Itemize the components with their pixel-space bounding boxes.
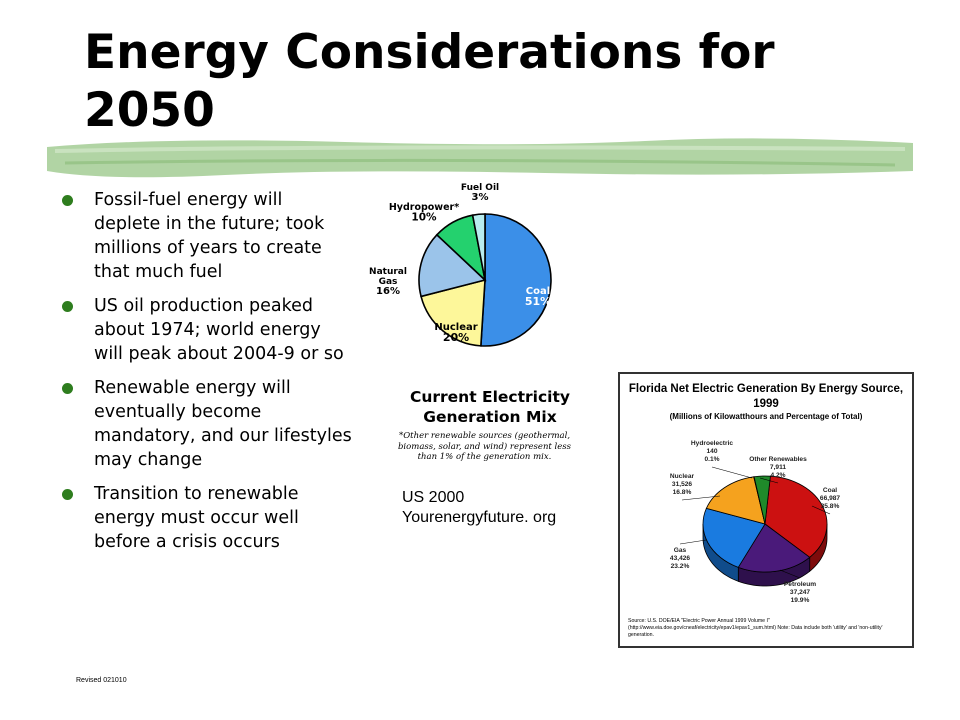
pie-slice-other-renewables (753, 475, 771, 525)
slice-percent-text: 19.9% (791, 597, 810, 604)
slice-amount-text: 140 (706, 448, 717, 455)
leader-line (679, 539, 707, 545)
pie-slice-gas (702, 507, 766, 568)
bullet-dot-icon (62, 195, 73, 206)
slice-amount-text: 7,911 (770, 464, 786, 471)
pie-value-text: 51% (525, 295, 551, 308)
slice-name-text: Hydroelectric (691, 440, 733, 447)
bullet-dot-icon (62, 301, 73, 312)
pie-value-text: 16% (376, 286, 400, 297)
us-pie-title: Current Electricity Generation Mix (409, 388, 571, 426)
pie-slice-nuclear (420, 278, 486, 347)
revision-stamp: Revised 021010 (76, 677, 127, 684)
leader-line (811, 505, 831, 515)
slice-percent-text: 4.2% (770, 472, 785, 479)
pie-slice-coal (764, 475, 828, 558)
brush-stroke-divider (47, 138, 913, 178)
pie-slice-petroleum (737, 523, 811, 573)
leader-line (759, 477, 779, 484)
bullet-text: US oil production peaked about 1974; wor… (94, 296, 344, 364)
leader-line (681, 495, 721, 501)
slice-amount-text: 66,987 (820, 495, 841, 502)
florida-chart-panel: Coal 66,987 35.8% Petroleum 37,247 19.9% Gas 43… (618, 372, 914, 648)
pie-label-text: Nuclear (434, 322, 477, 333)
slice-percent-text: 23.2% (671, 563, 690, 570)
leader-line (779, 569, 801, 579)
pie-label-text: Gas (379, 277, 398, 287)
bullet-text: Fossil-fuel energy will deplete in the f… (94, 190, 325, 282)
bullet-text: Renewable energy will eventually become … (94, 378, 352, 470)
slice-name-text: Other Renewables (749, 456, 807, 463)
florida-chart-subtitle: (Millions of Kilowatthours and Percentag… (669, 412, 863, 421)
slice-name-text: Nuclear (670, 473, 695, 480)
us-pie-note: *Other renewable sources (geothermal, bi… (397, 431, 572, 462)
slice-name-text: Petroleum (784, 581, 816, 588)
pie-label-hydropower: Hydropower*10% (389, 202, 459, 224)
pie-value-text: 3% (472, 192, 489, 203)
pie-value-text: 10% (411, 212, 437, 224)
slice-percent-text: 0.1% (704, 456, 719, 463)
slice-name-text: Gas (674, 547, 687, 554)
slice-amount-text: 37,247 (790, 589, 811, 596)
pie-slice-coal (480, 213, 552, 347)
florida-chart-source: Source: U.S. DOE/EIA "Electric Power Ann… (628, 618, 883, 638)
bullet-list: Fossil-fuel energy will deplete in the f… (62, 188, 352, 564)
slice-amount-text: 43,426 (670, 555, 691, 562)
slice-percent-text: 35.8% (821, 503, 840, 510)
us-source-caption: US 2000 Yourenergyfuture. org (402, 489, 557, 526)
bullet-dot-icon (62, 383, 73, 394)
bullet-item: Fossil-fuel energy will deplete in the f… (62, 188, 352, 284)
pie-slice-nuclear (705, 476, 766, 525)
pie-slice-fuel-oil (471, 213, 486, 281)
bullet-item: US oil production peaked about 1974; wor… (62, 294, 352, 366)
leader-line (711, 466, 753, 479)
pie-label-text: Coal (526, 286, 550, 297)
pie-label-text: Hydropower* (389, 202, 459, 213)
slice-percent-text: 16.8% (673, 489, 692, 496)
bullet-item: Renewable energy will eventually become … (62, 376, 352, 472)
pie-label-text: Natural (369, 267, 407, 277)
pie-slice-natural-gas (418, 233, 487, 298)
bullet-dot-icon (62, 489, 73, 500)
bullet-text: Transition to renewable energy must occu… (94, 484, 299, 552)
pie-value-text: 20% (443, 331, 469, 344)
pie-label-text: Fuel Oil (461, 183, 499, 193)
slice-amount-text: 31,526 (672, 481, 693, 488)
slide-title: Energy Considerations for 2050 (84, 25, 775, 138)
slice-name-text: Coal (823, 487, 837, 494)
florida-chart-title: Florida Net Electric Generation By Energ… (628, 383, 904, 410)
bullet-item: Transition to renewable energy must occu… (62, 482, 352, 554)
